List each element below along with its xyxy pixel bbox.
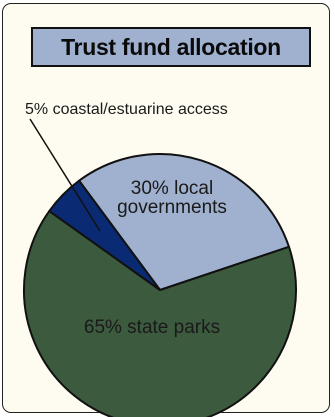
chart-title: Trust fund allocation [61,33,281,60]
chart-title-box: Trust fund allocation [31,27,311,67]
pie-slice [78,153,290,291]
slice-label: 65% state parks [84,317,220,338]
pie-slices [23,153,297,417]
pie-slice [23,210,297,417]
pie-slice [48,179,161,291]
leader-line [29,118,101,232]
pie-labels: 30% local governments 65% state parks 5% co… [25,101,228,338]
slice-label: 5% coastal/estuarine access [25,101,228,118]
slice-label: 30% local governments [117,178,227,218]
